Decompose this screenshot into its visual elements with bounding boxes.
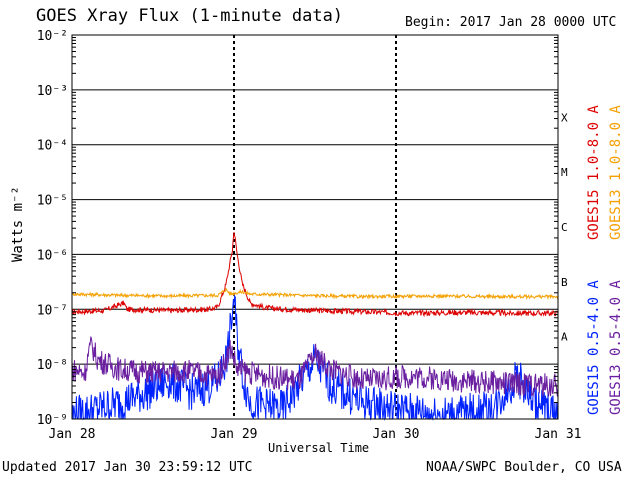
y-tick-label: 10⁻⁶: [37, 248, 68, 263]
y-tick-label: 10⁻²: [37, 29, 68, 44]
updated-time: Updated 2017 Jan 30 23:59:12 UTC: [2, 460, 253, 475]
y-tick-label: 10⁻⁸: [37, 358, 68, 373]
begin-time: Begin: 2017 Jan 28 0000 UTC: [405, 15, 617, 30]
flare-class-label: B: [561, 276, 568, 289]
chart-title: GOES Xray Flux (1-minute data): [36, 6, 344, 26]
series-line: [71, 336, 559, 397]
y-tick-label: 10⁻³: [37, 84, 68, 99]
x-tick-label: Jan 30: [373, 427, 420, 442]
legend-entry: GOES13 0.5-4.0 A: [608, 280, 624, 415]
flare-class-label: C: [561, 221, 568, 234]
axes-layer: Jan 28 Jan 29 Jan 30 Jan 31 10⁻² 10⁻³ 10⁻⁴ 10⁻⁵…: [37, 29, 624, 442]
series-line: [71, 287, 559, 301]
x-tick-label: Jan 31: [535, 427, 582, 442]
y-tick-label: 10⁻⁴: [37, 139, 68, 154]
legend-entry: GOES15 0.5-4.0 A: [586, 280, 602, 415]
plot-frame: [71, 34, 559, 420]
gridlines: [72, 35, 558, 419]
flare-class-label: X: [561, 111, 568, 124]
y-axis-label: Watts m⁻²: [10, 186, 26, 262]
y-tick-label: 10⁻⁹: [37, 413, 68, 428]
series-line: [71, 232, 559, 318]
x-tick-label: Jan 29: [211, 427, 258, 442]
y-tick-label: 10⁻⁵: [37, 194, 68, 209]
x-axis-label: Universal Time: [268, 441, 370, 455]
legend-entry: GOES13 1.0-8.0 A: [608, 105, 624, 240]
credit-text: NOAA/SWPC Boulder, CO USA: [426, 460, 622, 475]
y-tick-label: 10⁻⁷: [37, 303, 68, 318]
x-tick-label: Jan 28: [49, 427, 96, 442]
flare-class-label: M: [561, 166, 568, 179]
flare-class-label: A: [561, 331, 568, 344]
legend-entry: GOES15 1.0-8.0 A: [586, 105, 602, 240]
series-layer: [71, 232, 559, 421]
